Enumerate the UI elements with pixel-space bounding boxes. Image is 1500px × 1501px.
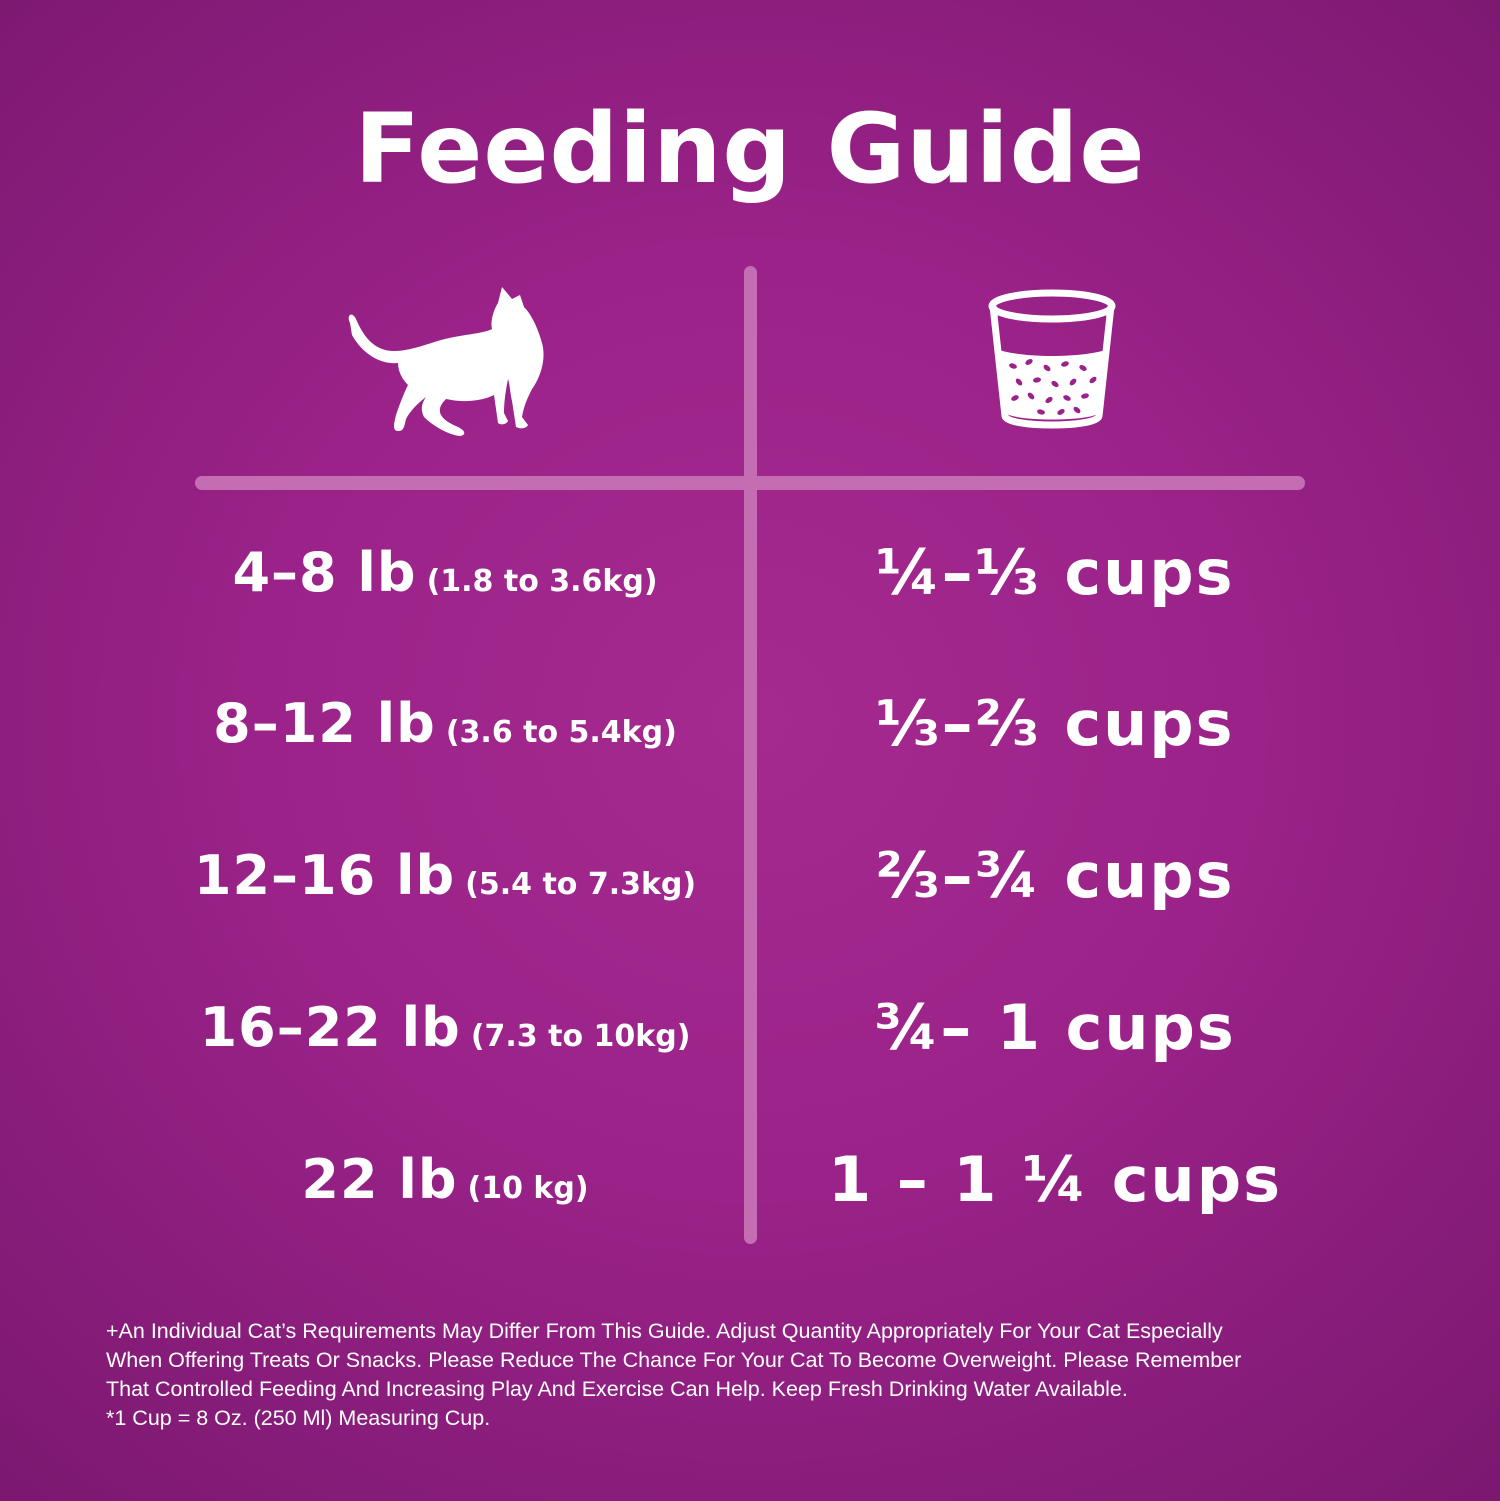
page-title: Feeding Guide — [354, 93, 1146, 205]
weight-cell: 16–22 lb (7.3 to 10kg) — [150, 978, 740, 1091]
amount-cell: ⅔–¾ cups — [875, 839, 1235, 912]
weight-cell: 12–16 lb (5.4 to 7.3kg) — [150, 826, 740, 939]
footnote-line: When Offering Treats Or Snacks. Please R… — [106, 1348, 1242, 1372]
weight-kg: (7.3 to 10kg) — [470, 1019, 691, 1054]
table-row: 22 lb (10 kg) 1 – 1 ¼ cups — [0, 1130, 1500, 1230]
weight-kg: (5.4 to 7.3kg) — [465, 867, 697, 902]
table-row: 4–8 lb (1.8 to 3.6kg) ¼–⅓ cups — [0, 523, 1500, 623]
table-row: 12–16 lb (5.4 to 7.3kg) ⅔–¾ cups — [0, 826, 1500, 926]
weight-lb: 8–12 lb — [213, 692, 436, 755]
weight-kg: (10 kg) — [467, 1171, 589, 1206]
vertical-divider — [744, 266, 757, 1244]
footnote-line: +An Individual Cat’s Requirements May Di… — [106, 1319, 1223, 1343]
footnote: +An Individual Cat’s Requirements May Di… — [106, 1317, 1426, 1433]
measuring-cup-icon — [988, 289, 1116, 429]
weight-cell: 4–8 lb (1.8 to 3.6kg) — [150, 523, 740, 636]
weight-cell: 8–12 lb (3.6 to 5.4kg) — [150, 674, 740, 787]
footnote-line: That Controlled Feeding And Increasing P… — [106, 1377, 1128, 1401]
amount-cell: 1 – 1 ¼ cups — [828, 1143, 1282, 1216]
footnote-line: *1 Cup = 8 Oz. (250 Ml) Measuring Cup. — [106, 1406, 491, 1430]
amount-cell: ¼–⅓ cups — [875, 536, 1235, 609]
weight-lb: 22 lb — [301, 1148, 458, 1211]
amount-cell: ¾– 1 cups — [874, 991, 1236, 1064]
weight-kg: (3.6 to 5.4kg) — [445, 715, 677, 750]
cat-icon — [348, 287, 544, 436]
weight-kg: (1.8 to 3.6kg) — [426, 564, 658, 599]
table-row: 8–12 lb (3.6 to 5.4kg) ⅓–⅔ cups — [0, 674, 1500, 774]
weight-lb: 12–16 lb — [193, 844, 456, 907]
horizontal-divider — [195, 476, 1305, 490]
table-row: 16–22 lb (7.3 to 10kg) ¾– 1 cups — [0, 978, 1500, 1078]
weight-lb: 4–8 lb — [232, 541, 417, 604]
weight-lb: 16–22 lb — [199, 996, 461, 1059]
weight-cell: 22 lb (10 kg) — [150, 1130, 740, 1243]
amount-cell: ⅓–⅔ cups — [875, 687, 1235, 760]
